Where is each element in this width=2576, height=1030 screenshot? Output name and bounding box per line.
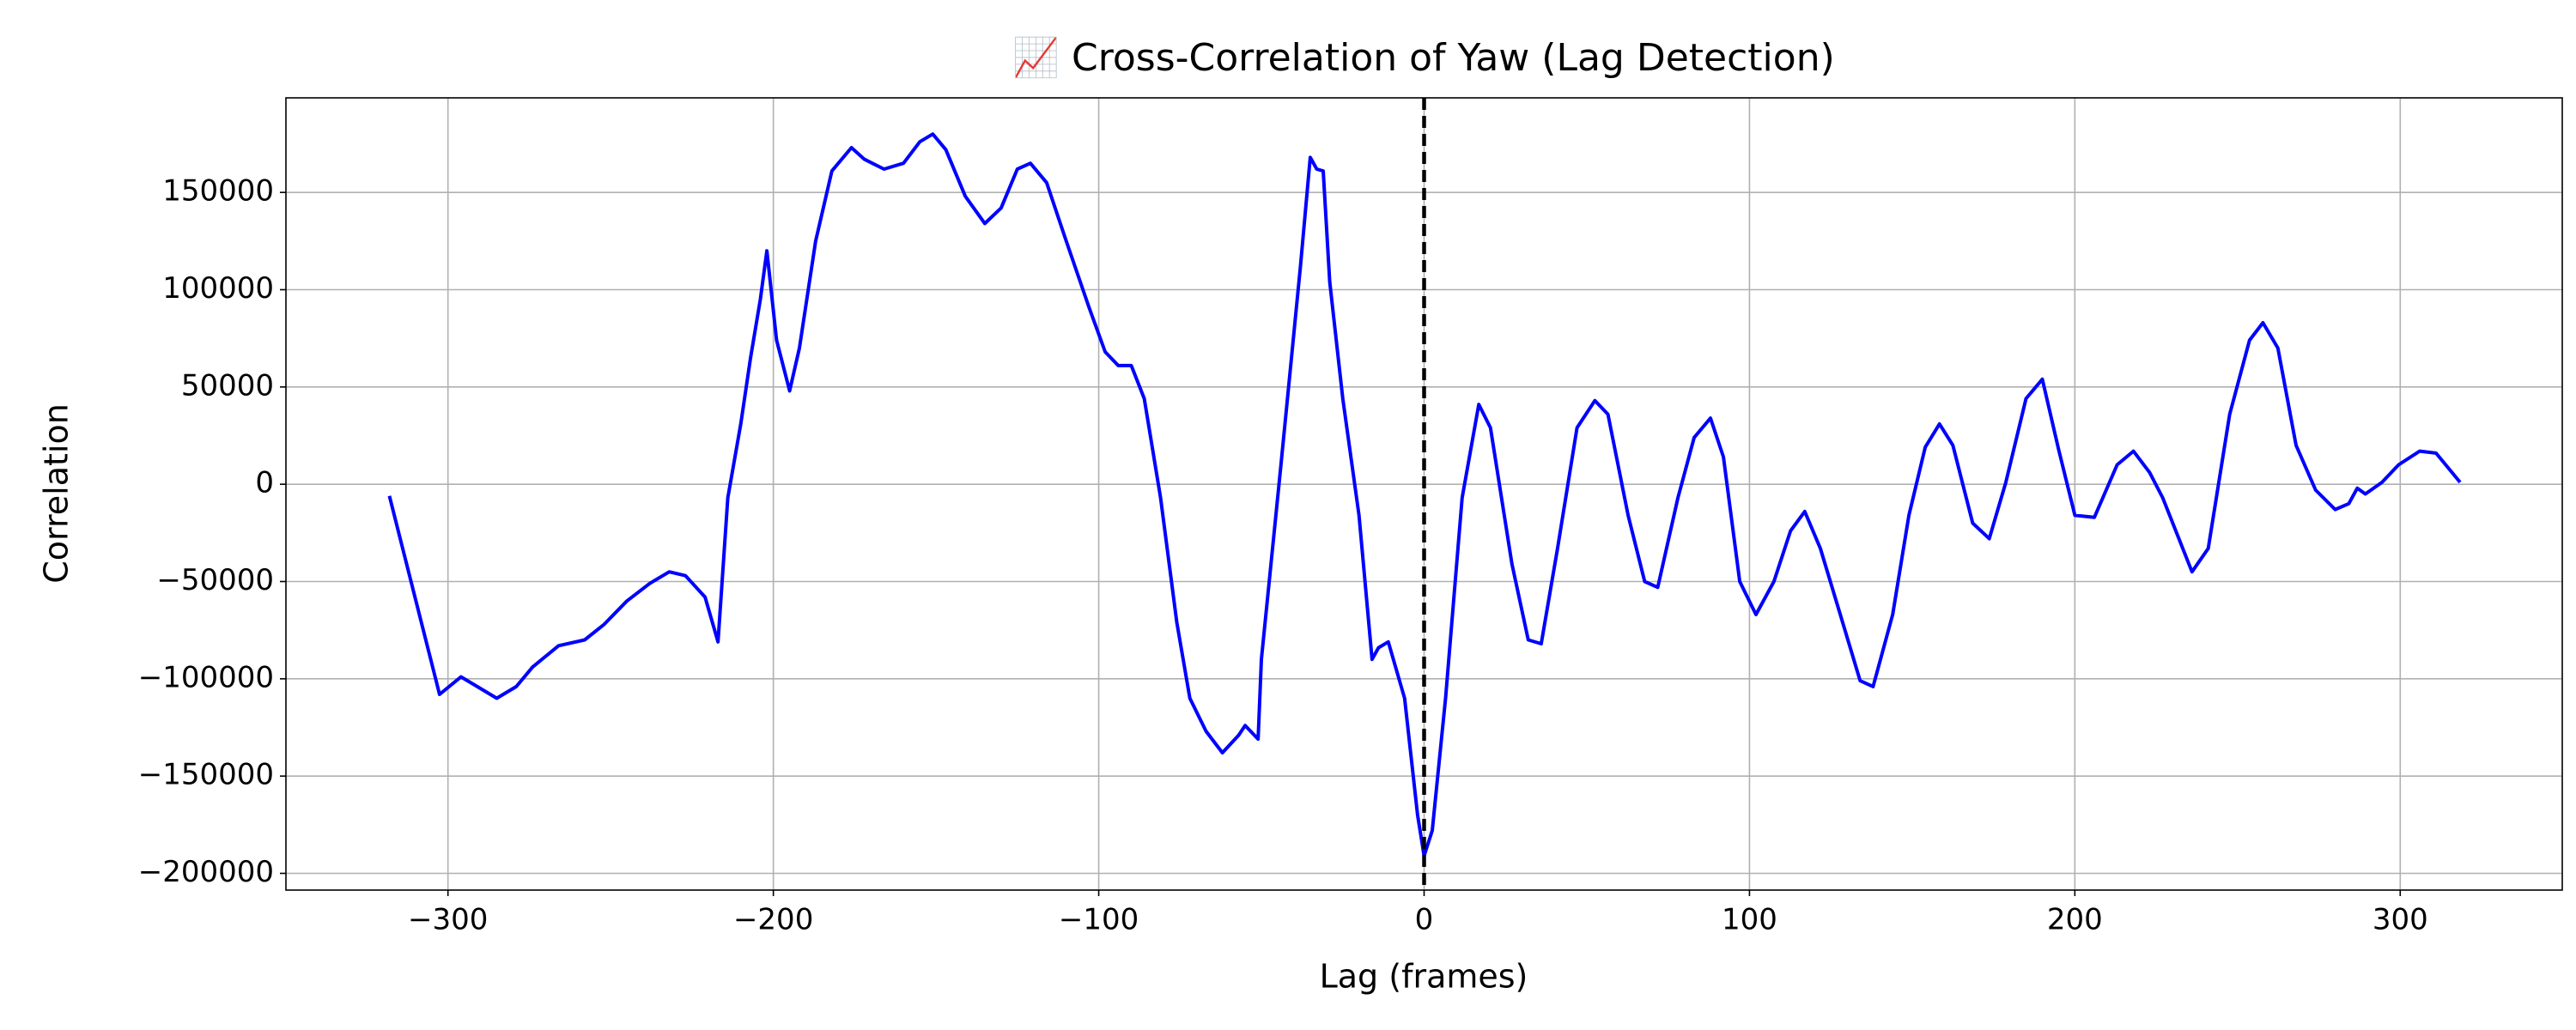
y-tick-label: −150000 xyxy=(138,758,274,792)
x-tick-label: −200 xyxy=(733,903,813,937)
y-tick-label: −50000 xyxy=(156,563,274,597)
data-line xyxy=(387,132,2462,858)
y-tick-label: 0 xyxy=(255,466,274,500)
y-tick-label: 150000 xyxy=(162,174,274,209)
y-tick-label: 50000 xyxy=(181,368,274,403)
x-tick-label: 100 xyxy=(1722,903,1777,937)
x-tick-label: 300 xyxy=(2372,903,2428,937)
y-tick-label: −100000 xyxy=(138,660,274,694)
x-tick-label: −100 xyxy=(1059,903,1139,937)
y-tick-label: 100000 xyxy=(162,271,274,306)
x-axis-label: Lag (frames) xyxy=(1320,958,1528,996)
y-tick-label: −200000 xyxy=(138,855,274,889)
x-tick-label: −300 xyxy=(408,903,488,937)
x-tick-label: 0 xyxy=(1415,903,1434,937)
chart-title: 📈 Cross-Correlation of Yaw (Lag Detectio… xyxy=(1012,36,1835,80)
plot-frame xyxy=(285,97,2563,891)
x-tick-label: 200 xyxy=(2047,903,2103,937)
y-axis-label: Correlation xyxy=(38,403,76,584)
